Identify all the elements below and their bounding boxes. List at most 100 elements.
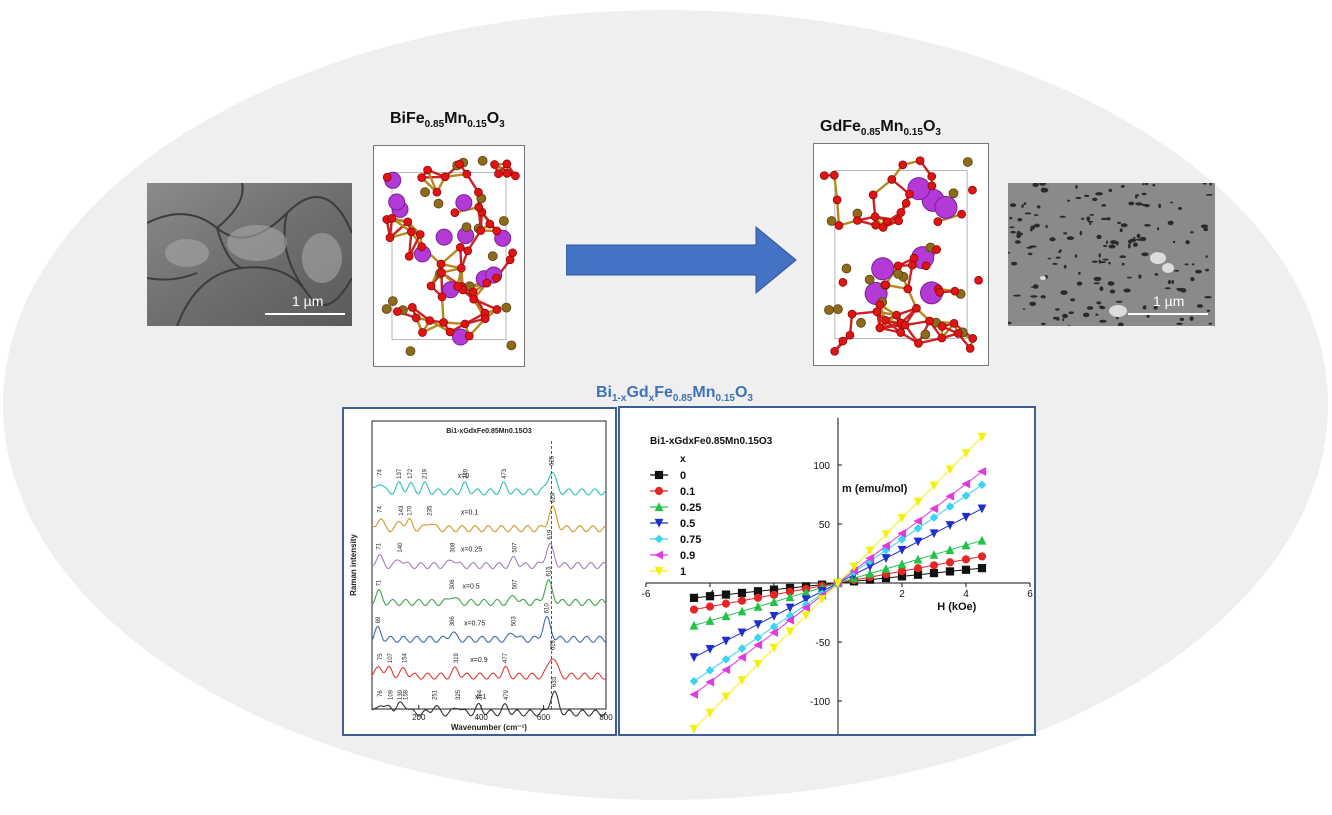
fe-mn-atom [501,302,512,313]
sem-pore [1089,222,1092,226]
raman-peak-label: 235 [428,505,434,516]
mag-data-point [977,480,987,490]
oxygen-atom [436,259,446,269]
sem-pore [1040,295,1046,299]
sem-pore [1063,264,1067,269]
mag-data-point [817,595,827,604]
oxygen-atom [950,286,960,296]
sem-pore [1029,301,1037,306]
raman-peak-label: 137 [397,468,403,479]
mag-data-point [929,568,939,578]
mag-legend-entry: 0.1 [680,486,695,498]
sem-pore [1119,228,1123,233]
raman-peak-label: 625 [549,455,555,466]
oxygen-atom [456,263,466,273]
oxygen-atom [898,160,908,170]
sem-pore [1026,246,1033,249]
oxygen-atom [492,226,502,236]
oxygen-atom [462,169,472,179]
oxygen-atom [935,287,945,297]
sem-pore [1174,269,1180,272]
oxygen-atom [819,171,829,180]
mag-data-point [881,554,891,563]
sem-pore [1135,195,1138,199]
mag-data-point [929,549,939,559]
crystal-lattice-right [819,156,983,356]
raman-peak-label: 507 [513,579,519,590]
sem-pore [1171,280,1175,284]
mag-data-point [721,636,731,646]
sem-pore [1157,227,1160,231]
sem-pore [1075,196,1082,200]
raman-peak-label: 619 [548,529,554,540]
oxygen-atom [925,316,934,326]
sem-pore [1120,223,1128,228]
sem-pore [1195,269,1202,274]
sem-pore [1126,276,1132,279]
oxygen-atom [426,281,436,291]
fe-mn-atom [461,222,472,233]
sem-pore [1082,312,1090,318]
scale-bar-label-right: 1 µm [1153,293,1185,309]
raman-inner-title: Bi1-xGdxFe0.85Mn0.15O3 [446,428,532,435]
sem-pore [1068,325,1070,326]
mag-data-point [753,601,763,611]
mag-data-point [785,592,795,602]
sem-pore [1179,317,1185,321]
oxygen-atom [953,329,963,338]
raman-y-label: Raman intensity [349,534,358,596]
oxygen-atom [492,273,501,283]
oxygen-atom [480,314,490,323]
raman-peak-label: 628 [550,492,556,503]
oxygen-atom [927,181,937,191]
oxygen-atom [912,303,921,313]
sem-pore [1189,316,1194,321]
oxygen-atom [937,333,947,343]
raman-peak-label: 74 [377,505,383,512]
mag-data-point [897,514,907,523]
fe-mn-atom [864,274,875,285]
oxygen-atom [870,212,880,221]
oxygen-atom [453,281,463,291]
mag-data-point [705,644,715,654]
sem-pore [1115,300,1123,303]
sem-pore [1017,218,1023,222]
oxygen-atom [965,344,975,353]
sem-pore [1102,258,1109,261]
sem-pore [1009,216,1013,220]
sem-pore [1152,183,1156,187]
oxygen-atom [875,323,885,333]
oxygen-atom [892,310,901,320]
mag-data-point [961,479,971,489]
oxygen-atom [474,202,484,212]
mag-data-point [769,597,779,606]
fe-mn-atom [381,304,392,314]
mag-data-point [849,562,859,572]
raman-peak-label: 479 [504,689,510,700]
sem-pore [1041,187,1045,190]
sem-pore [1062,318,1065,322]
oxygen-atom [957,209,966,219]
raman-spectrum-label: x=0.5 [462,583,479,590]
sem-pore [1205,268,1210,272]
mag-y-tick-label: 50 [819,520,831,531]
mag-legend-entry: 0.9 [680,550,695,562]
mag-data-point [737,596,747,605]
sem-pore [1067,199,1070,202]
mag-data-point [897,559,907,569]
oxygen-atom [974,275,983,285]
sem-pore [1185,240,1190,245]
mag-data-point [654,470,664,480]
oxygen-atom [908,260,917,270]
sem-pore [1023,202,1027,205]
oxygen-atom [455,159,464,169]
mag-y-tick-label: -100 [810,697,830,708]
mag-series [689,432,987,734]
transition-arrow [566,225,797,295]
oxygen-atom [417,173,427,182]
mag-data-point [913,537,923,547]
sem-pore [1093,276,1102,282]
sem-pore [1144,183,1149,186]
oxygen-atom [896,208,906,217]
raman-peak-label: 633 [552,676,558,687]
